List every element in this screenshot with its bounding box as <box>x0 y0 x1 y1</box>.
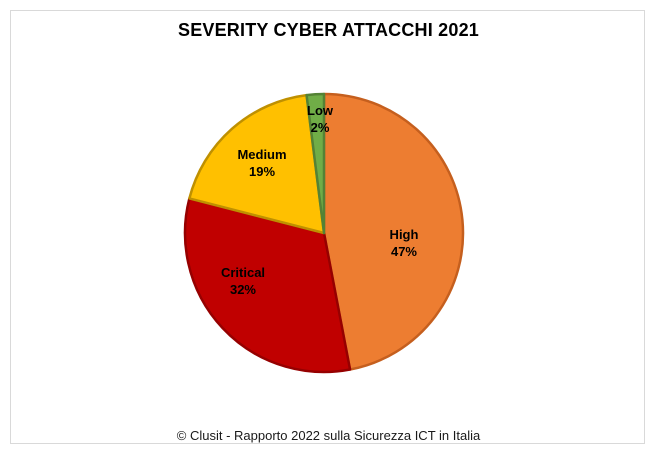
pie-slice-medium <box>188 93 326 235</box>
slice-percent: 32% <box>229 282 257 297</box>
pie-slice-critical <box>183 197 352 374</box>
chart-footer: © Clusit - Rapporto 2022 sulla Sicurezza… <box>176 428 481 443</box>
slice-label-low: Low 2% <box>307 102 333 136</box>
slice-label-critical: Critical 32% <box>221 264 265 298</box>
slice-label-medium: Medium 19% <box>237 146 286 180</box>
slice-name: Low <box>307 103 333 118</box>
slice-percent: 47% <box>390 244 418 259</box>
pie-slice-high <box>322 92 465 371</box>
pie-slice-low <box>305 92 326 235</box>
slice-label-high: High 47% <box>390 226 419 260</box>
slice-name: Medium <box>237 147 287 162</box>
chart-title: SEVERITY CYBER ATTACCHI 2021 <box>177 20 479 40</box>
slice-name: Critical <box>220 265 266 280</box>
slice-percent: 2% <box>310 120 330 135</box>
slice-name: High <box>389 227 419 242</box>
slice-percent: 19% <box>248 164 276 179</box>
